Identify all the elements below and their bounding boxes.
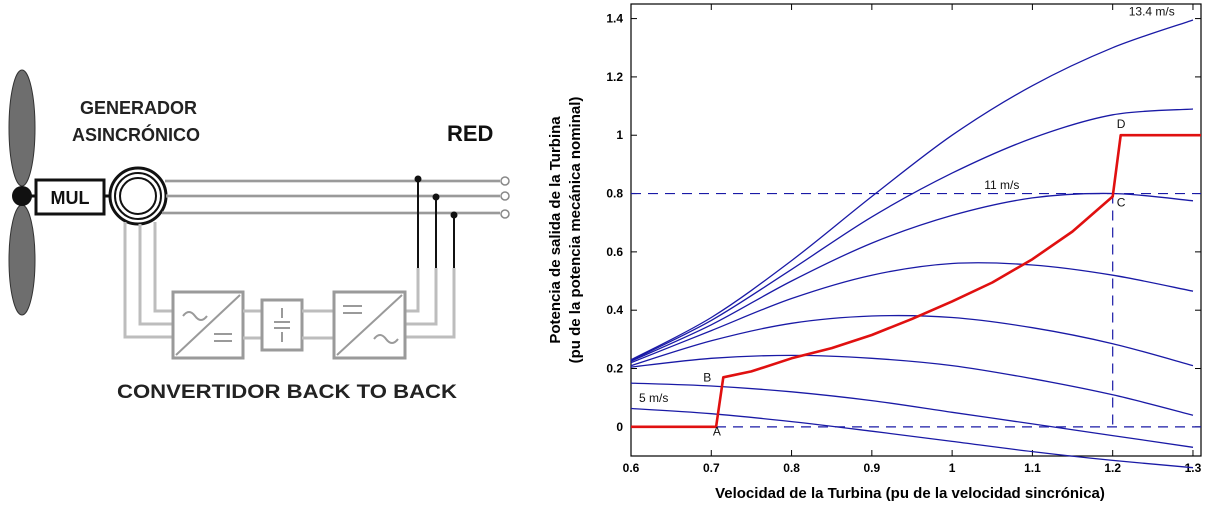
grid-terminal-icon — [500, 176, 510, 219]
x-axis-label: Velocidad de la Turbina (pu de la veloci… — [715, 485, 1105, 502]
wind-curve-2 — [630, 382, 1194, 448]
generator-label-line2: ASINCRÓNICO — [72, 124, 200, 145]
tracking-curve-group — [631, 133, 1201, 429]
y-tick-label: 0.8 — [606, 187, 623, 201]
x-tick-label: 0.6 — [623, 461, 640, 475]
y-tick-label: 0.6 — [606, 245, 623, 259]
reference-lines — [631, 192, 1201, 428]
rotor-cables — [123, 222, 173, 339]
generator-label-line1: GENERADOR — [80, 98, 197, 118]
x-axis-ticks: 0.6 0.7 0.8 0.9 1 1.1 1.2 1.3 — [623, 4, 1202, 475]
y-tick-label: 1.2 — [606, 70, 623, 84]
dc-link-icon — [260, 298, 304, 352]
grid-label: RED — [447, 121, 493, 146]
wind-curve-8 — [630, 19, 1194, 361]
converter-label: CONVERTIDOR BACK TO BACK — [117, 382, 457, 403]
annotation-label: D — [1117, 117, 1126, 131]
annotation-label: 11 m/s — [984, 178, 1019, 192]
y-axis-label-line2: (pu de la potencia mecánica nominal) — [567, 97, 584, 364]
y-tick-label: 0.2 — [606, 362, 623, 376]
x-tick-label: 1 — [949, 461, 956, 475]
x-tick-label: 1.3 — [1185, 461, 1202, 475]
annotation-label: 13.4 m/s — [1129, 5, 1175, 19]
y-tick-label: 0.4 — [606, 303, 623, 317]
y-tick-label: 1.4 — [606, 12, 623, 26]
wind-curve-3 — [630, 354, 1194, 416]
x-tick-label: 0.7 — [703, 461, 720, 475]
wind-turbine-diagram: MUL GENERADOR ASINCRÓNICO RED — [8, 69, 510, 403]
y-axis-label: Potencia de salida de la Turbina (pu de … — [547, 97, 584, 364]
y-axis-label-line1: Potencia de salida de la Turbina — [547, 116, 564, 344]
stator-lines — [162, 179, 500, 215]
wind-speed-curves — [630, 19, 1194, 469]
x-tick-label: 1.1 — [1024, 461, 1041, 475]
y-axis-ticks: 0 0.2 0.4 0.6 0.8 1 1.2 1.4 — [606, 12, 1201, 434]
plot-frame — [630, 3, 1202, 457]
annotations: 13.4 m/s 11 m/s 5 m/s A B C D — [639, 5, 1175, 439]
grid-connections — [414, 175, 458, 268]
inverter-icon — [332, 290, 407, 360]
annotation-label: A — [713, 425, 721, 439]
annotation-label: B — [703, 371, 711, 385]
power-speed-chart: 0 0.2 0.4 0.6 0.8 1 1.2 1.4 0.6 0.7 0.8 0.9 1 1.1 1.2… — [547, 3, 1202, 502]
wind-rotor-icon — [8, 69, 36, 316]
wind-curve-6 — [630, 192, 1194, 362]
generator-icon — [108, 166, 168, 226]
x-tick-label: 1.2 — [1104, 461, 1121, 475]
annotation-label: C — [1117, 196, 1126, 210]
y-tick-label: 0 — [616, 420, 623, 434]
wind-curve-5 — [630, 262, 1194, 364]
multiplier-label: MUL — [51, 188, 90, 208]
y-tick-label: 1 — [616, 128, 623, 142]
tracking-curve — [631, 133, 1201, 429]
x-tick-label: 0.8 — [783, 461, 800, 475]
rectifier-icon — [171, 290, 245, 360]
x-tick-label: 0.9 — [864, 461, 881, 475]
wind-curve-7 — [630, 108, 1194, 361]
annotation-label: 5 m/s — [639, 391, 668, 405]
grid-side-cables — [405, 268, 456, 339]
